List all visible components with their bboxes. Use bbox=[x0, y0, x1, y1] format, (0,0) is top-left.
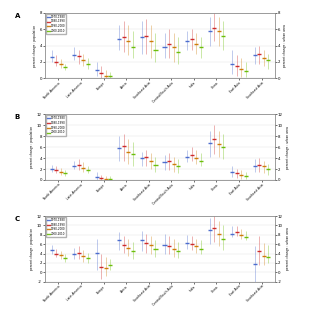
Y-axis label: percent change : urban area: percent change : urban area bbox=[286, 126, 290, 169]
Legend: 1970-1980, 1980-1990, 1990-2000, 2000-2010: 1970-1980, 1980-1990, 1990-2000, 2000-20… bbox=[46, 217, 67, 237]
Legend: 1970-1980, 1980-1990, 1990-2000, 2000-2010: 1970-1980, 1980-1990, 1990-2000, 2000-20… bbox=[46, 14, 67, 34]
Y-axis label: percent change : population: percent change : population bbox=[30, 228, 34, 270]
Y-axis label: percent change : urban area: percent change : urban area bbox=[286, 228, 290, 270]
Legend: 1970-1980, 1980-1990, 1990-2000, 2000-2010: 1970-1980, 1980-1990, 1990-2000, 2000-20… bbox=[46, 115, 67, 136]
Y-axis label: percent change : population: percent change : population bbox=[30, 126, 34, 168]
Text: A: A bbox=[15, 13, 20, 19]
Y-axis label: percent change : urban area: percent change : urban area bbox=[283, 24, 287, 67]
Text: C: C bbox=[15, 216, 20, 222]
Y-axis label: percent change : population: percent change : population bbox=[33, 25, 37, 67]
Text: B: B bbox=[15, 115, 20, 120]
